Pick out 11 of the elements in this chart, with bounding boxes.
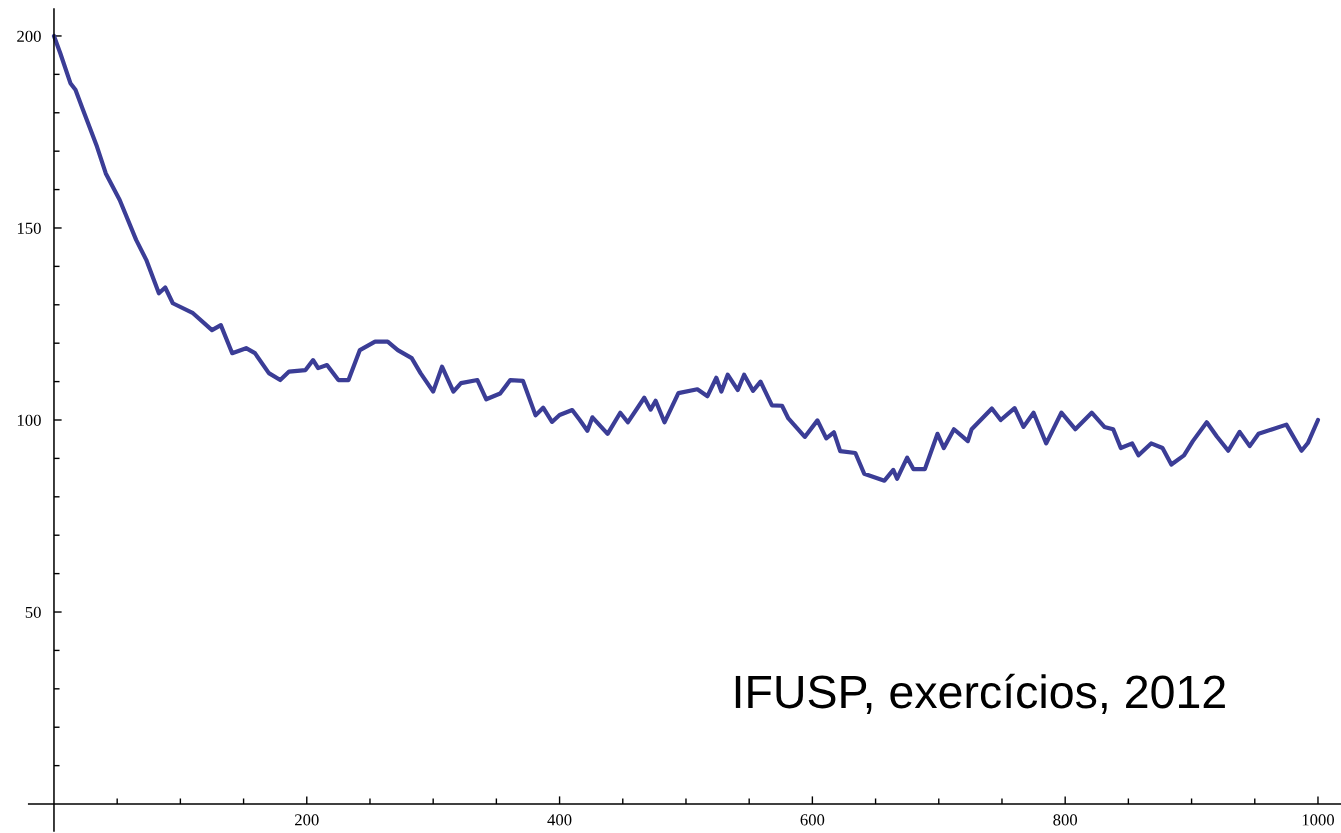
- y-tick-label: 200: [17, 30, 41, 42]
- x-tick-label: 600: [800, 814, 825, 826]
- line-series: [51, 33, 1321, 483]
- x-tick-label: 800: [1053, 814, 1078, 826]
- x-tick-label: 400: [547, 814, 572, 826]
- annotation: IFUSP, exercícios, 2012: [735, 673, 1225, 714]
- y-tick-label: 50: [25, 606, 41, 618]
- y-tick-label: 100: [17, 414, 41, 426]
- x-tick-label: 200: [295, 814, 319, 826]
- x-tick-label: 1000: [1302, 814, 1335, 826]
- y-tick-label: 150: [17, 222, 41, 234]
